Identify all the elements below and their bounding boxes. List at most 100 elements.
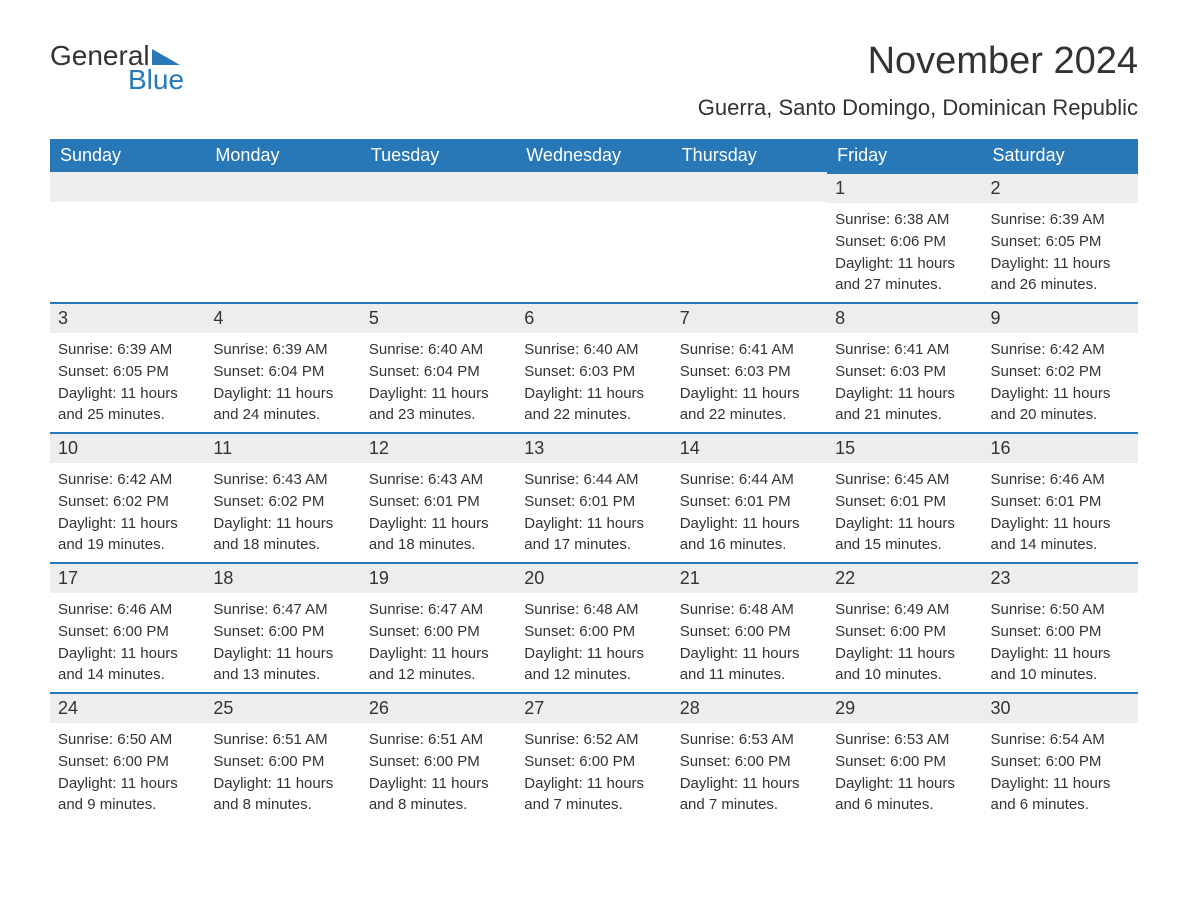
sunrise-line: Sunrise: 6:48 AM bbox=[524, 599, 663, 621]
sunrise-line: Sunrise: 6:40 AM bbox=[369, 339, 508, 361]
daylight-line: Daylight: 11 hours and 7 minutes. bbox=[524, 773, 663, 817]
day-body: Sunrise: 6:51 AMSunset: 6:00 PMDaylight:… bbox=[205, 723, 360, 822]
day-body: Sunrise: 6:40 AMSunset: 6:03 PMDaylight:… bbox=[516, 333, 671, 432]
day-body: Sunrise: 6:46 AMSunset: 6:00 PMDaylight:… bbox=[50, 593, 205, 692]
daylight-line: Daylight: 11 hours and 8 minutes. bbox=[369, 773, 508, 817]
day-cell: 16Sunrise: 6:46 AMSunset: 6:01 PMDayligh… bbox=[983, 432, 1138, 562]
sunrise-line: Sunrise: 6:51 AM bbox=[213, 729, 352, 751]
day-body: Sunrise: 6:40 AMSunset: 6:04 PMDaylight:… bbox=[361, 333, 516, 432]
day-cell: 21Sunrise: 6:48 AMSunset: 6:00 PMDayligh… bbox=[672, 562, 827, 692]
day-body: Sunrise: 6:50 AMSunset: 6:00 PMDaylight:… bbox=[50, 723, 205, 822]
sunrise-line: Sunrise: 6:41 AM bbox=[835, 339, 974, 361]
daylight-line: Daylight: 11 hours and 21 minutes. bbox=[835, 383, 974, 427]
sunrise-line: Sunrise: 6:45 AM bbox=[835, 469, 974, 491]
day-cell bbox=[516, 172, 671, 302]
day-body: Sunrise: 6:48 AMSunset: 6:00 PMDaylight:… bbox=[516, 593, 671, 692]
day-cell: 20Sunrise: 6:48 AMSunset: 6:00 PMDayligh… bbox=[516, 562, 671, 692]
sunset-line: Sunset: 6:00 PM bbox=[835, 751, 974, 773]
day-number-bar-empty bbox=[672, 172, 827, 202]
day-body: Sunrise: 6:39 AMSunset: 6:05 PMDaylight:… bbox=[983, 203, 1138, 302]
day-number: 18 bbox=[205, 562, 360, 593]
daylight-line: Daylight: 11 hours and 24 minutes. bbox=[213, 383, 352, 427]
day-cell bbox=[672, 172, 827, 302]
day-body: Sunrise: 6:42 AMSunset: 6:02 PMDaylight:… bbox=[50, 463, 205, 562]
daylight-line: Daylight: 11 hours and 25 minutes. bbox=[58, 383, 197, 427]
day-number: 3 bbox=[50, 302, 205, 333]
day-cell: 28Sunrise: 6:53 AMSunset: 6:00 PMDayligh… bbox=[672, 692, 827, 822]
day-number: 27 bbox=[516, 692, 671, 723]
sunrise-line: Sunrise: 6:50 AM bbox=[58, 729, 197, 751]
day-cell: 27Sunrise: 6:52 AMSunset: 6:00 PMDayligh… bbox=[516, 692, 671, 822]
day-number: 20 bbox=[516, 562, 671, 593]
daylight-line: Daylight: 11 hours and 8 minutes. bbox=[213, 773, 352, 817]
day-number: 28 bbox=[672, 692, 827, 723]
day-number: 7 bbox=[672, 302, 827, 333]
sunset-line: Sunset: 6:04 PM bbox=[213, 361, 352, 383]
sunrise-line: Sunrise: 6:53 AM bbox=[835, 729, 974, 751]
day-cell: 14Sunrise: 6:44 AMSunset: 6:01 PMDayligh… bbox=[672, 432, 827, 562]
day-cell bbox=[361, 172, 516, 302]
sunrise-line: Sunrise: 6:50 AM bbox=[991, 599, 1130, 621]
day-cell: 8Sunrise: 6:41 AMSunset: 6:03 PMDaylight… bbox=[827, 302, 982, 432]
day-number: 11 bbox=[205, 432, 360, 463]
day-number: 10 bbox=[50, 432, 205, 463]
day-body: Sunrise: 6:43 AMSunset: 6:01 PMDaylight:… bbox=[361, 463, 516, 562]
sunset-line: Sunset: 6:01 PM bbox=[369, 491, 508, 513]
weekday-header: Monday bbox=[205, 139, 360, 172]
day-body: Sunrise: 6:46 AMSunset: 6:01 PMDaylight:… bbox=[983, 463, 1138, 562]
daylight-line: Daylight: 11 hours and 6 minutes. bbox=[991, 773, 1130, 817]
sunrise-line: Sunrise: 6:46 AM bbox=[991, 469, 1130, 491]
sunrise-line: Sunrise: 6:43 AM bbox=[369, 469, 508, 491]
sunrise-line: Sunrise: 6:43 AM bbox=[213, 469, 352, 491]
day-cell: 7Sunrise: 6:41 AMSunset: 6:03 PMDaylight… bbox=[672, 302, 827, 432]
sunset-line: Sunset: 6:03 PM bbox=[680, 361, 819, 383]
logo-text-blue: Blue bbox=[128, 64, 184, 96]
day-body: Sunrise: 6:39 AMSunset: 6:04 PMDaylight:… bbox=[205, 333, 360, 432]
day-number: 23 bbox=[983, 562, 1138, 593]
sunset-line: Sunset: 6:01 PM bbox=[835, 491, 974, 513]
sunset-line: Sunset: 6:00 PM bbox=[991, 621, 1130, 643]
day-cell: 26Sunrise: 6:51 AMSunset: 6:00 PMDayligh… bbox=[361, 692, 516, 822]
sunset-line: Sunset: 6:00 PM bbox=[835, 621, 974, 643]
day-number: 8 bbox=[827, 302, 982, 333]
day-number: 24 bbox=[50, 692, 205, 723]
daylight-line: Daylight: 11 hours and 10 minutes. bbox=[835, 643, 974, 687]
logo: General Blue bbox=[50, 40, 184, 96]
sunset-line: Sunset: 6:05 PM bbox=[991, 231, 1130, 253]
day-body: Sunrise: 6:48 AMSunset: 6:00 PMDaylight:… bbox=[672, 593, 827, 692]
day-number-bar-empty bbox=[205, 172, 360, 202]
daylight-line: Daylight: 11 hours and 15 minutes. bbox=[835, 513, 974, 557]
sunrise-line: Sunrise: 6:47 AM bbox=[369, 599, 508, 621]
day-number: 29 bbox=[827, 692, 982, 723]
daylight-line: Daylight: 11 hours and 17 minutes. bbox=[524, 513, 663, 557]
sunset-line: Sunset: 6:01 PM bbox=[524, 491, 663, 513]
sunset-line: Sunset: 6:00 PM bbox=[524, 751, 663, 773]
day-cell bbox=[205, 172, 360, 302]
day-cell: 1Sunrise: 6:38 AMSunset: 6:06 PMDaylight… bbox=[827, 172, 982, 302]
daylight-line: Daylight: 11 hours and 16 minutes. bbox=[680, 513, 819, 557]
day-body: Sunrise: 6:43 AMSunset: 6:02 PMDaylight:… bbox=[205, 463, 360, 562]
day-cell: 11Sunrise: 6:43 AMSunset: 6:02 PMDayligh… bbox=[205, 432, 360, 562]
daylight-line: Daylight: 11 hours and 27 minutes. bbox=[835, 253, 974, 297]
daylight-line: Daylight: 11 hours and 13 minutes. bbox=[213, 643, 352, 687]
day-cell: 10Sunrise: 6:42 AMSunset: 6:02 PMDayligh… bbox=[50, 432, 205, 562]
sunset-line: Sunset: 6:04 PM bbox=[369, 361, 508, 383]
week-row: 10Sunrise: 6:42 AMSunset: 6:02 PMDayligh… bbox=[50, 432, 1138, 562]
weekday-header-row: SundayMondayTuesdayWednesdayThursdayFrid… bbox=[50, 139, 1138, 172]
sunrise-line: Sunrise: 6:46 AM bbox=[58, 599, 197, 621]
daylight-line: Daylight: 11 hours and 9 minutes. bbox=[58, 773, 197, 817]
location-subtitle: Guerra, Santo Domingo, Dominican Republi… bbox=[698, 95, 1138, 121]
sunrise-line: Sunrise: 6:49 AM bbox=[835, 599, 974, 621]
sunset-line: Sunset: 6:00 PM bbox=[680, 751, 819, 773]
daylight-line: Daylight: 11 hours and 18 minutes. bbox=[369, 513, 508, 557]
day-body: Sunrise: 6:38 AMSunset: 6:06 PMDaylight:… bbox=[827, 203, 982, 302]
day-number: 16 bbox=[983, 432, 1138, 463]
day-body: Sunrise: 6:54 AMSunset: 6:00 PMDaylight:… bbox=[983, 723, 1138, 822]
day-body: Sunrise: 6:44 AMSunset: 6:01 PMDaylight:… bbox=[516, 463, 671, 562]
sunrise-line: Sunrise: 6:48 AM bbox=[680, 599, 819, 621]
day-number-bar-empty bbox=[516, 172, 671, 202]
sunset-line: Sunset: 6:02 PM bbox=[58, 491, 197, 513]
day-cell: 3Sunrise: 6:39 AMSunset: 6:05 PMDaylight… bbox=[50, 302, 205, 432]
title-block: November 2024 Guerra, Santo Domingo, Dom… bbox=[698, 40, 1138, 121]
day-number: 6 bbox=[516, 302, 671, 333]
